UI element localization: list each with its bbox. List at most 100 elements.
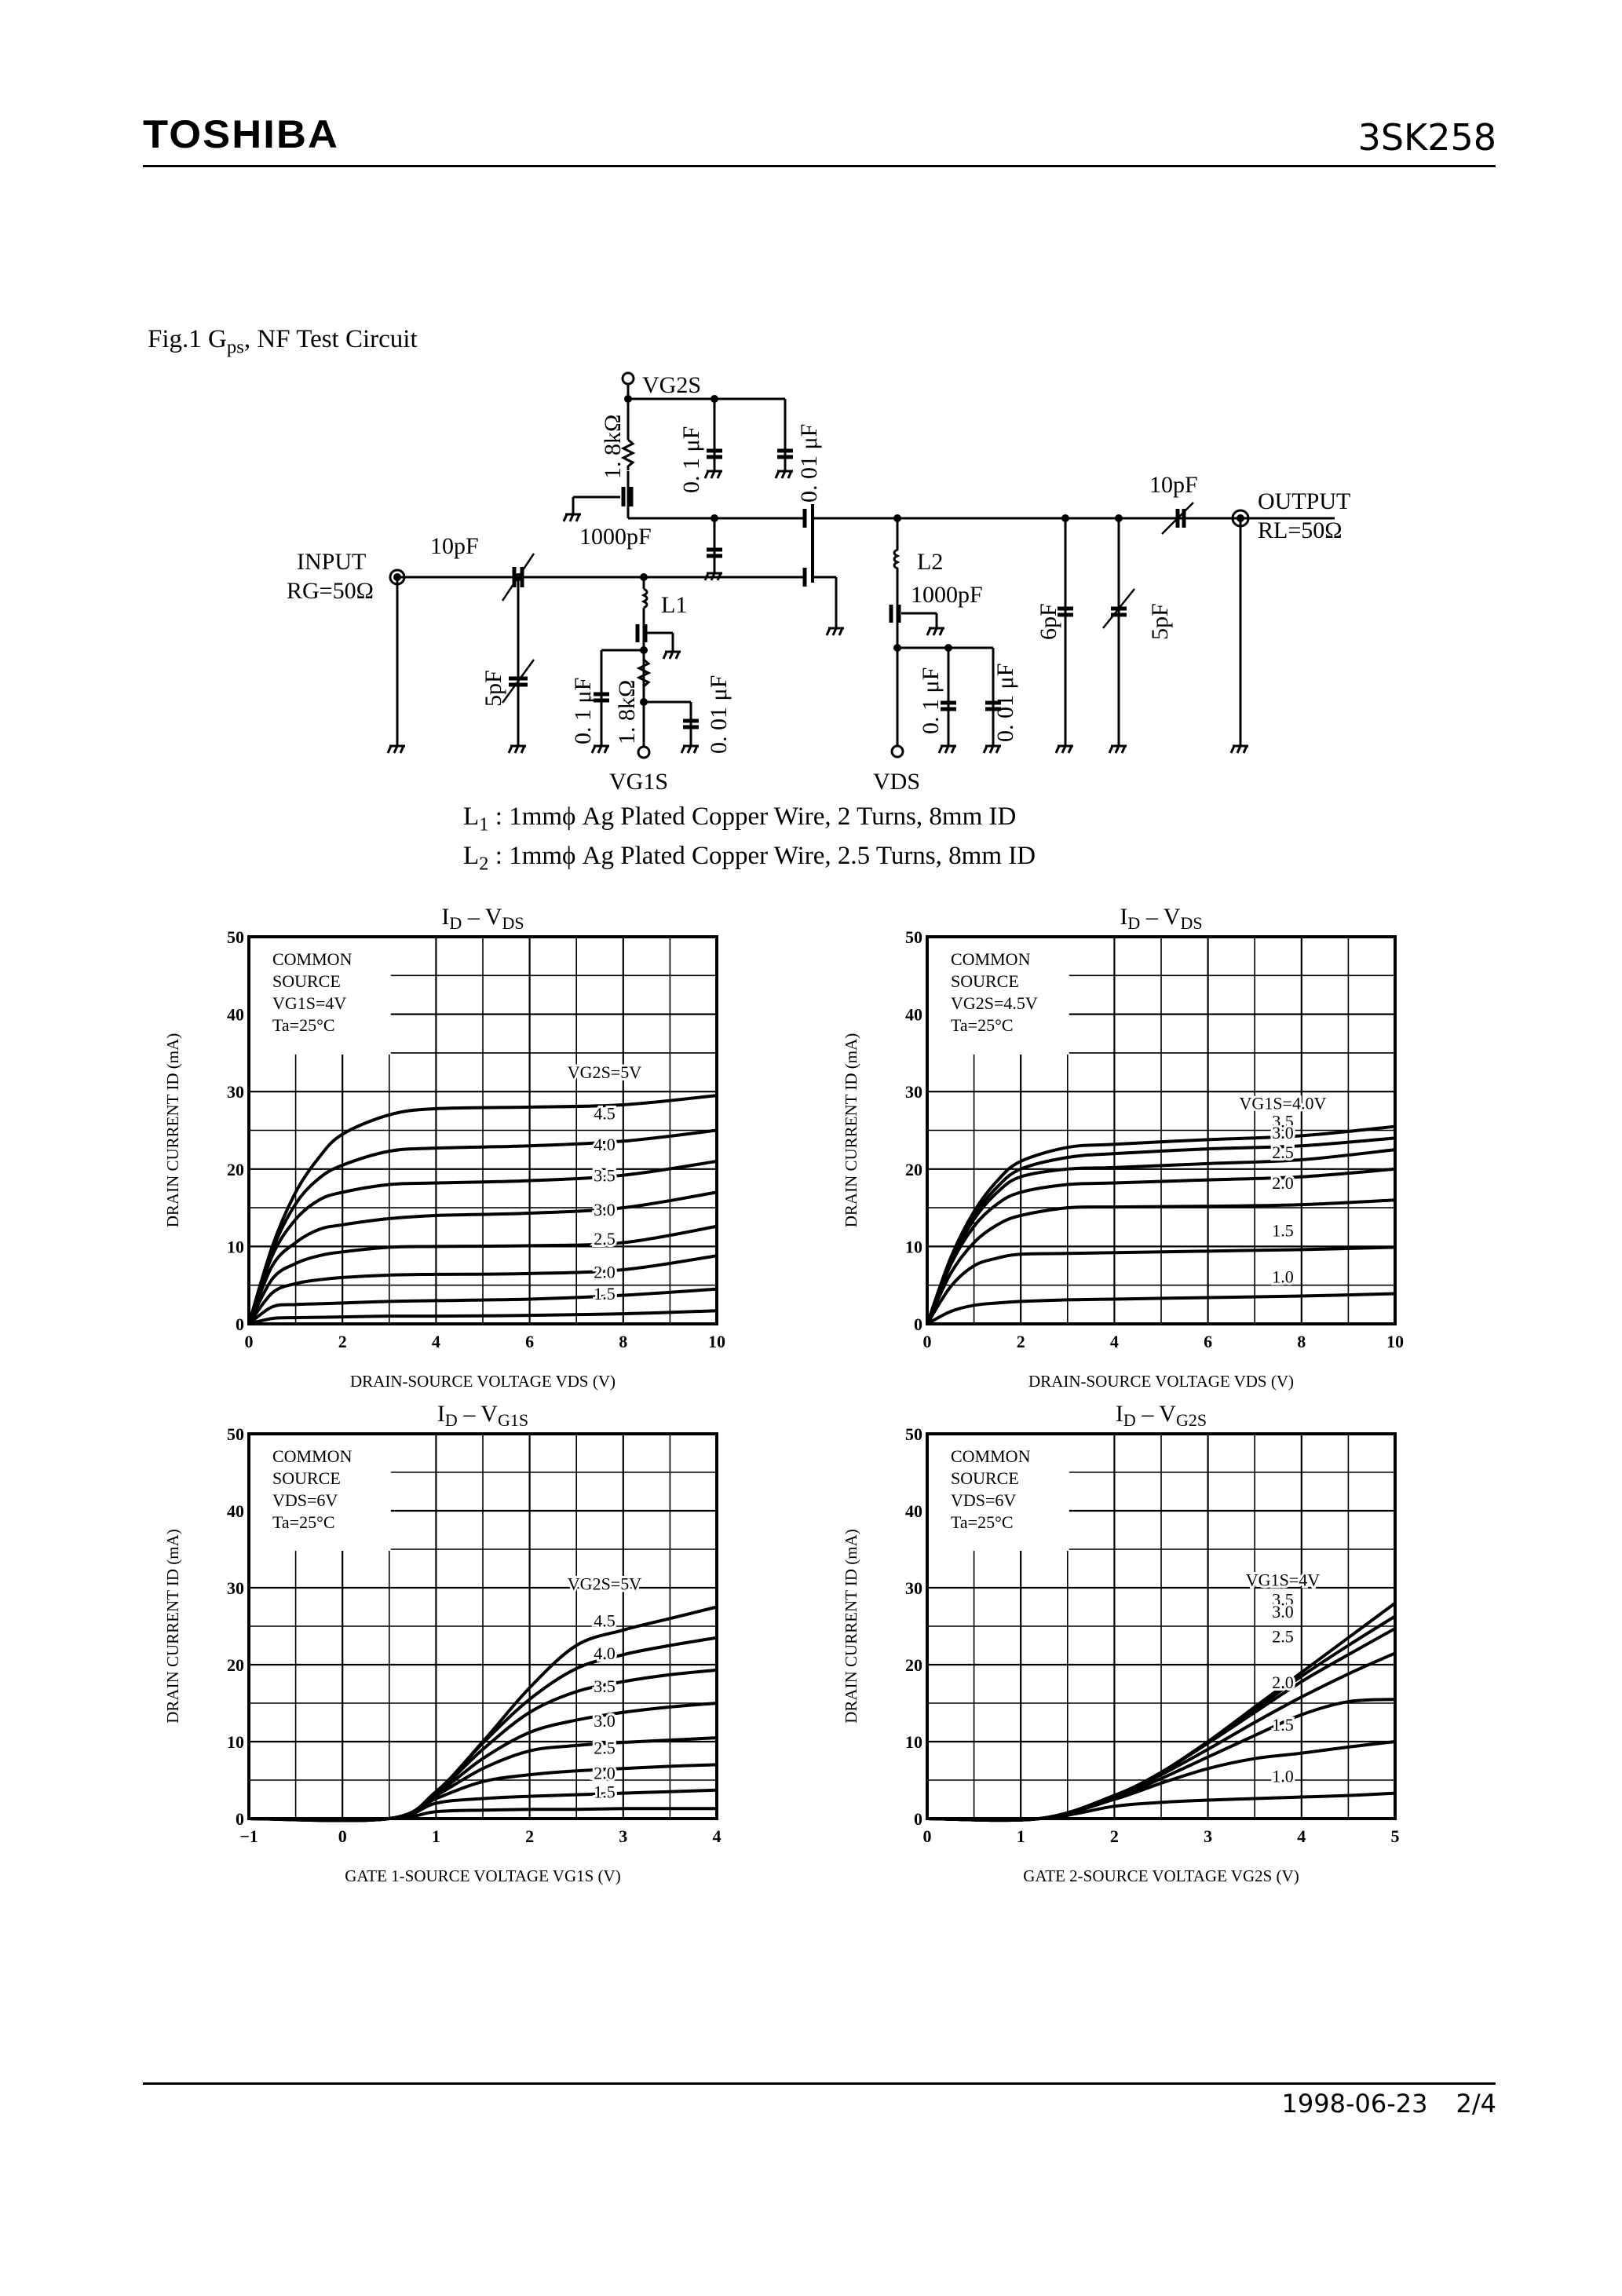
- series-label: 4.5: [594, 1104, 616, 1124]
- condition-text: VG2S=4.5V: [951, 993, 1038, 1013]
- c-in-label: 10pF: [430, 533, 479, 559]
- condition-text: Ta=25°C: [951, 1015, 1014, 1035]
- footer-rule: [143, 2082, 1496, 2085]
- y-tick-label: 0: [914, 1809, 922, 1829]
- y-tick-label: 40: [227, 1005, 244, 1025]
- x-tick-label: 2: [1017, 1332, 1025, 1351]
- vg1s-label: VG1S: [609, 769, 668, 793]
- series-curve: [926, 1198, 1396, 1325]
- condition-text: Ta=25°C: [951, 1512, 1014, 1532]
- y-axis-label: DRAIN CURRENT ID (mA): [842, 1529, 860, 1724]
- x-tick-label: 2: [1110, 1826, 1119, 1846]
- c6-out-label: 6pF: [1036, 603, 1061, 640]
- y-tick-label: 50: [905, 927, 922, 947]
- series-label: 3.0: [1272, 1123, 1294, 1143]
- figure-title: Fig.1 Gps, NF Test Circuit: [148, 325, 418, 358]
- plot-frame: [926, 935, 1397, 1325]
- x-axis-label: GATE 1-SOURCE VOLTAGE VG1S (V): [345, 1866, 620, 1885]
- c001-top-label: 0. 01 μF: [796, 424, 822, 503]
- y-tick-label: 0: [914, 1314, 922, 1334]
- plot-frame: [247, 1432, 718, 1820]
- footer-date: 1998-06-23: [1281, 2089, 1428, 2119]
- chart-title: ID – VDS: [441, 904, 524, 933]
- condition-text: COMMON: [951, 1446, 1031, 1466]
- c-out-label: 10pF: [1149, 472, 1198, 498]
- rg-label: RG=50Ω: [287, 578, 374, 604]
- part-number: 3SK258: [1357, 116, 1496, 159]
- test-circuit-diagram: INPUT RG=50Ω 10pF 10pF OUTPUT RL=50Ω VG2…: [287, 371, 1350, 793]
- c1000-bot-label: 1000pF: [911, 582, 983, 608]
- y-tick-label: 50: [905, 1424, 922, 1444]
- condition-text: Ta=25°C: [272, 1512, 335, 1532]
- x-tick-label: 0: [923, 1826, 932, 1846]
- x-tick-label: 0: [245, 1332, 254, 1351]
- y-tick-label: 0: [236, 1809, 244, 1829]
- condition-text: Ta=25°C: [272, 1015, 335, 1035]
- rl-label: RL=50Ω: [1258, 517, 1343, 543]
- chart-title: ID – VG1S: [437, 1401, 528, 1430]
- series-label: 3.0: [594, 1200, 616, 1219]
- series-label: 2.0: [594, 1764, 616, 1783]
- y-tick-label: 30: [905, 1578, 922, 1598]
- series-label: VG1S=4.0V: [1240, 1094, 1327, 1113]
- series-label: 3.5: [1272, 1111, 1294, 1131]
- conditions-box: [929, 1435, 1069, 1551]
- y-tick-label: 10: [227, 1237, 244, 1256]
- c001-g1-label: 0. 01 μF: [706, 675, 732, 754]
- series-label: 2.5: [594, 1229, 616, 1249]
- series-label: 4.0: [594, 1643, 616, 1663]
- x-tick-label: 4: [713, 1826, 721, 1846]
- c5-out-label: 5pF: [1147, 603, 1173, 640]
- x-tick-label: 2: [525, 1826, 534, 1846]
- vds-label: VDS: [873, 769, 920, 793]
- condition-text: VDS=6V: [951, 1490, 1016, 1510]
- x-tick-label: 2: [338, 1332, 347, 1351]
- series-curve: [247, 1287, 718, 1325]
- x-axis-label: DRAIN-SOURCE VOLTAGE VDS (V): [350, 1372, 616, 1391]
- series-label: 3.0: [1272, 1602, 1294, 1621]
- l2-label: L2: [917, 549, 943, 575]
- y-axis-label: DRAIN CURRENT ID (mA): [163, 1033, 182, 1228]
- c01-d-label: 0. 1 μF: [918, 667, 944, 734]
- plot-frame: [926, 1432, 1397, 1820]
- series-curve: [926, 1148, 1396, 1325]
- y-tick-label: 20: [227, 1160, 244, 1179]
- y-tick-label: 50: [227, 927, 244, 947]
- condition-text: SOURCE: [272, 971, 341, 991]
- coil-notes: L1 : 1mmϕ Ag Plated Copper Wire, 2 Turns…: [463, 801, 1036, 880]
- series-label: 1.5: [594, 1782, 616, 1801]
- footer: 1998-06-23 2/4: [1282, 2089, 1496, 2119]
- series-label: VG1S=4V: [1246, 1570, 1320, 1590]
- series-curve: [247, 1159, 718, 1325]
- x-axis-label: DRAIN-SOURCE VOLTAGE VDS (V): [1028, 1372, 1294, 1391]
- coil-note-l2: L2 : 1mmϕ Ag Plated Copper Wire, 2.5 Tur…: [463, 842, 1036, 875]
- header-rule: [143, 165, 1496, 167]
- series-label: 4.5: [594, 1611, 616, 1631]
- output-label: OUTPUT: [1258, 488, 1350, 514]
- conditions-box: [929, 938, 1069, 1055]
- x-tick-label: 10: [1386, 1332, 1404, 1351]
- x-tick-label: −1: [239, 1826, 258, 1846]
- y-tick-label: 20: [905, 1160, 922, 1179]
- series-label: VG2S=5V: [568, 1062, 641, 1082]
- series-label: 1.5: [1272, 1220, 1294, 1240]
- series-curve: [247, 1254, 718, 1325]
- vg2s-label: VG2S: [642, 372, 701, 398]
- condition-text: COMMON: [951, 949, 1031, 969]
- coil-note-l1: L1 : 1mmϕ Ag Plated Copper Wire, 2 Turns…: [463, 803, 1017, 835]
- y-axis-label: DRAIN CURRENT ID (mA): [163, 1529, 182, 1724]
- condition-text: VDS=6V: [272, 1490, 338, 1510]
- y-tick-label: 10: [227, 1732, 244, 1752]
- r-top-label: 1. 8kΩ: [600, 415, 626, 479]
- series-curve: [248, 1807, 717, 1821]
- y-tick-label: 30: [227, 1082, 244, 1102]
- series-label: 1.5: [1272, 1715, 1294, 1735]
- series-label: 1.0: [1272, 1267, 1294, 1287]
- condition-text: VG1S=4V: [272, 993, 346, 1013]
- series-label: 2.0: [1272, 1173, 1294, 1193]
- series-curve: [248, 1309, 718, 1325]
